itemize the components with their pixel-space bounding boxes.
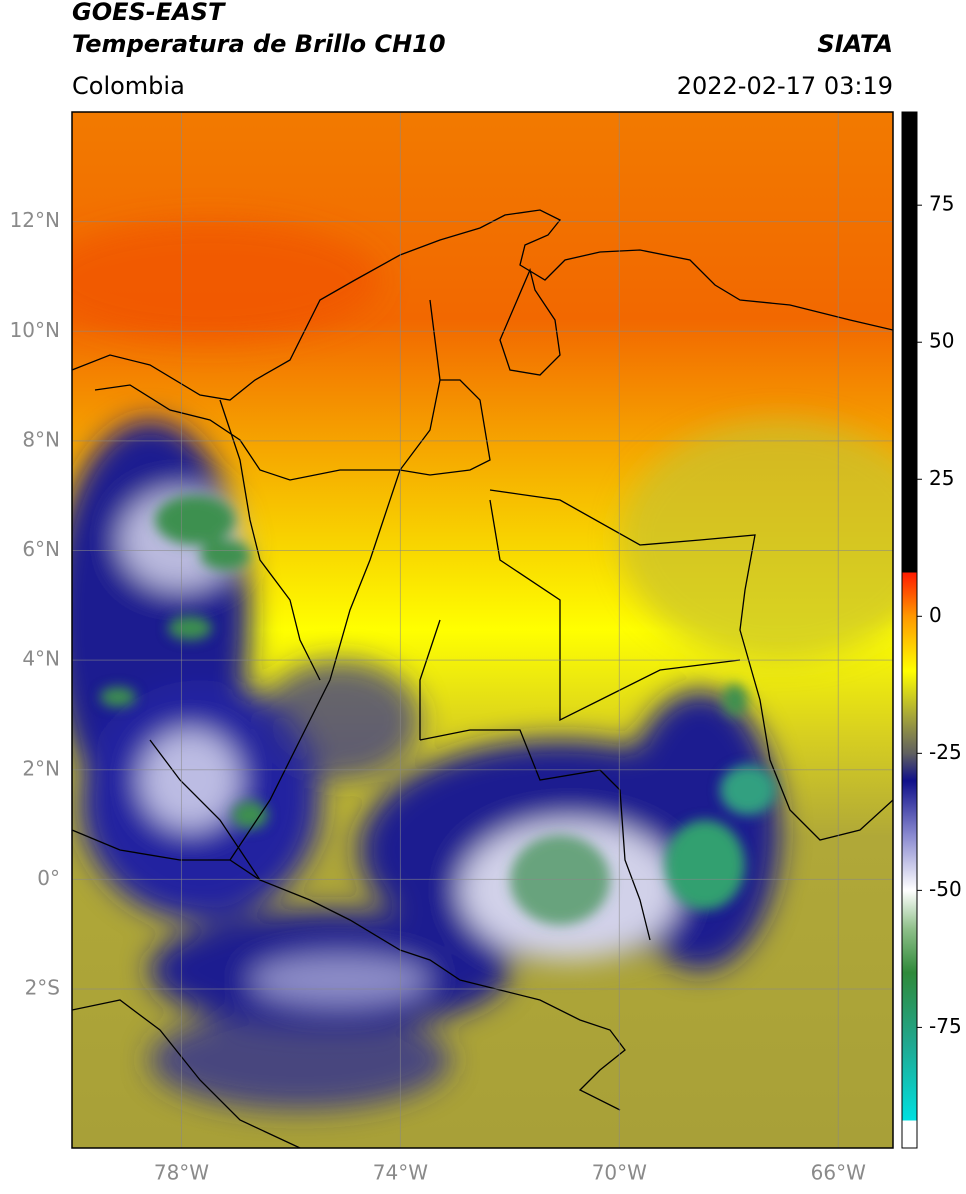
satellite-image [72,112,893,1148]
colorbar-gradient [901,111,918,1149]
x-tick-label: 78°W [154,1161,209,1185]
colorbar: 75 50 25 0 -25 -50 -75 [901,111,962,1149]
title: GOES-EAST [72,0,226,26]
colorbar-tick-label: 50 [929,329,954,353]
map-frame [71,111,894,1149]
y-tick-label: 2°S [25,976,60,1000]
region: Colombia [72,72,185,100]
datetime: 2022-02-17 03:19 [677,72,893,100]
y-tick-label: 10°N [10,318,60,342]
x-tick-label: 70°W [592,1161,647,1185]
y-tick-label: 0° [37,866,60,890]
y-tick-label: 2°N [22,756,60,780]
y-tick-label: 6°N [22,537,60,561]
x-tick-label: 66°W [811,1161,866,1185]
colorbar-tick-label: -75 [929,1014,962,1038]
colorbar-tick-label: -25 [929,740,962,764]
y-tick-label: 4°N [22,647,60,671]
colorbar-tick-label: 25 [929,466,954,490]
colorbar-tick-label: 75 [929,192,954,216]
x-tick-label: 74°W [373,1161,428,1185]
y-tick-label: 12°N [10,208,60,232]
colorbar-tick-label: 0 [929,603,942,627]
source: SIATA [817,30,893,58]
y-tick-label: 8°N [22,427,60,451]
colorbar-tick-label: -50 [929,877,962,901]
subtitle: Temperatura de Brillo CH10 [72,30,446,58]
